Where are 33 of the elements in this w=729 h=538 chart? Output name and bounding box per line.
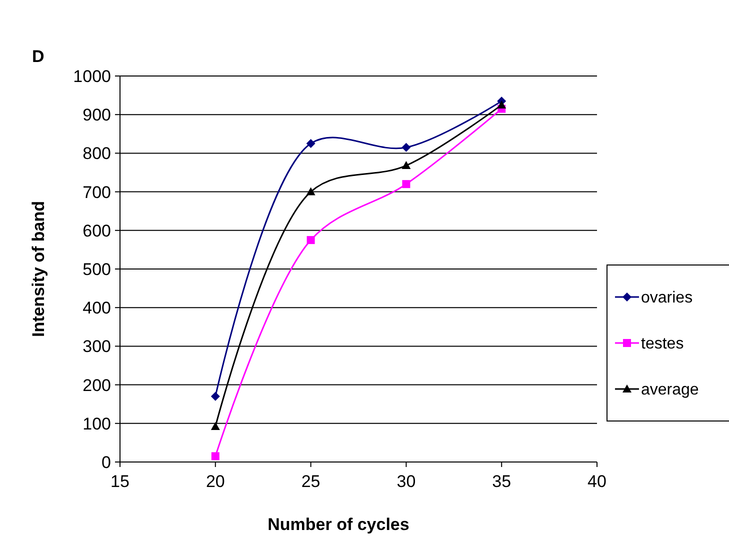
y-tick-label: 900	[82, 106, 111, 125]
y-tick-label: 600	[82, 221, 111, 240]
y-tick-label: 1000	[73, 66, 111, 86]
x-tick-label: 15	[110, 472, 130, 491]
y-tick-label: 300	[82, 337, 111, 356]
y-tick-label: 200	[82, 376, 111, 395]
point	[402, 142, 411, 152]
x-tick-label: 35	[492, 472, 512, 491]
x-tick-label: 20	[206, 472, 225, 491]
y-tick-label: 400	[82, 298, 111, 318]
point	[210, 392, 220, 401]
x-tick-label: 40	[588, 472, 606, 491]
y-tick-label: 100	[82, 414, 111, 434]
point	[306, 139, 316, 148]
point	[402, 161, 411, 170]
y-tick-label: 700	[82, 182, 111, 202]
point	[497, 100, 506, 108]
point	[306, 236, 315, 244]
x-tick-label: 25	[301, 472, 320, 491]
point	[211, 452, 220, 460]
y-tick-label: 0	[102, 452, 111, 472]
x-axis-title: Number of cycles	[268, 515, 410, 534]
legend-label: average	[641, 382, 699, 399]
y-tick-label: 500	[82, 260, 111, 279]
point	[210, 422, 220, 430]
y-axis-title: Intensity of band	[29, 201, 48, 337]
chart-title: D	[32, 47, 44, 66]
legend-label: testes	[641, 336, 684, 353]
x-tick-label: 30	[396, 472, 416, 491]
point	[402, 180, 410, 188]
y-tick-label: 800	[82, 144, 111, 164]
legend-label: ovaries	[641, 290, 693, 307]
point	[306, 187, 316, 196]
